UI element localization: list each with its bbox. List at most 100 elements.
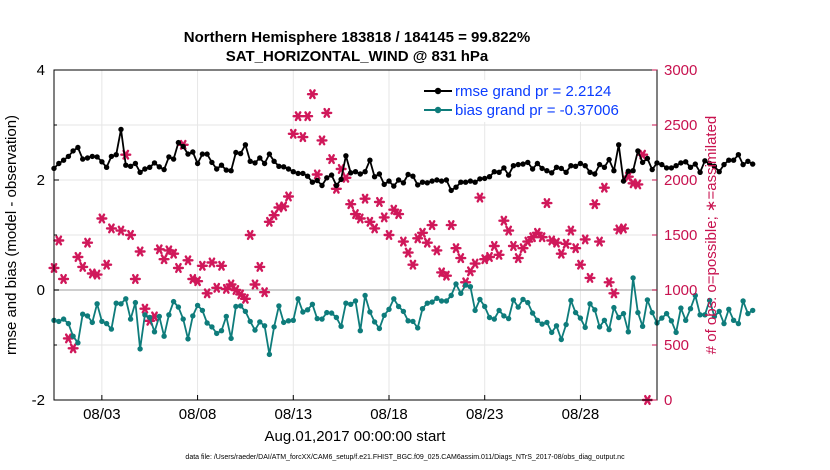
bias-point xyxy=(257,319,263,325)
rmse-point xyxy=(596,161,603,168)
bias-point xyxy=(319,316,325,322)
obs-assimilated-point xyxy=(469,258,481,269)
rmse-point xyxy=(601,164,608,170)
bias-point xyxy=(745,310,751,317)
rmse-point xyxy=(261,160,268,167)
obs-assimilated-point xyxy=(392,209,405,220)
bias-point xyxy=(75,340,81,346)
obs-assimilated-point xyxy=(536,232,548,243)
bias-point xyxy=(362,292,368,299)
rmse-point xyxy=(730,157,737,163)
bias-point xyxy=(395,303,402,310)
bias-point xyxy=(261,323,268,329)
rmse-point xyxy=(295,170,301,177)
rmse-point xyxy=(161,166,167,173)
bias-point xyxy=(467,284,474,290)
bias-point xyxy=(620,310,627,317)
rmse-point xyxy=(587,169,593,175)
bias-point xyxy=(348,301,354,307)
rmse-point xyxy=(400,180,407,186)
rmse-point xyxy=(218,162,225,168)
bias-point xyxy=(309,301,316,307)
bias-point xyxy=(314,315,320,322)
obs-assimilated-series xyxy=(48,89,654,406)
rmse-point xyxy=(80,156,86,162)
obs-assimilated-point xyxy=(579,234,591,245)
rmse-point xyxy=(338,176,344,183)
bias-point xyxy=(170,298,177,305)
obs-assimilated-point xyxy=(412,233,424,244)
rmse-point xyxy=(237,150,244,157)
rmse-point xyxy=(233,149,239,156)
bias-point xyxy=(271,324,277,330)
rmse-point xyxy=(300,170,306,177)
rmse-point xyxy=(568,163,574,169)
bias-point xyxy=(419,306,426,312)
obs-assimilated-point xyxy=(407,259,419,270)
rmse-point xyxy=(223,167,229,173)
obs-assimilated-point xyxy=(191,276,204,287)
rmse-point xyxy=(405,171,411,178)
bias-point xyxy=(381,312,387,318)
bias-point xyxy=(60,316,67,322)
right-tick-label: 500 xyxy=(664,337,689,354)
rmse-point xyxy=(635,148,641,154)
bias-point xyxy=(118,301,124,307)
rmse-point xyxy=(108,153,115,160)
bias-point xyxy=(515,304,521,310)
legend-bias-label: bias grand pr = -0.37006 xyxy=(455,102,619,119)
rmse-point xyxy=(252,160,258,166)
obs-assimilated-point xyxy=(311,169,323,180)
obs-assimilated-point xyxy=(550,237,563,248)
obs-assimilated-point xyxy=(445,220,457,231)
bias-point xyxy=(65,320,72,327)
rmse-point xyxy=(352,169,359,175)
rmse-point xyxy=(180,143,186,150)
bias-point xyxy=(544,319,550,326)
rmse-point xyxy=(94,154,100,160)
rmse-point xyxy=(333,182,340,189)
bias-point xyxy=(108,326,115,332)
rmse-point xyxy=(740,161,746,168)
bias-point xyxy=(458,290,464,296)
rmse-point xyxy=(113,152,119,158)
bias-point xyxy=(400,308,407,315)
left-axis-ticks: -2 0 2 4 xyxy=(32,62,59,409)
rmse-point xyxy=(166,154,172,160)
bias-point xyxy=(582,324,588,331)
rmse-point xyxy=(572,163,579,169)
bias-point xyxy=(180,316,186,322)
obs-assimilated-point xyxy=(474,192,486,203)
right-tick-label: 3000 xyxy=(664,62,697,79)
left-tick-label: 0 xyxy=(37,282,45,299)
obs-assimilated-point xyxy=(153,244,165,255)
bias-point xyxy=(434,295,440,301)
obs-assimilated-point xyxy=(574,259,587,270)
rmse-point xyxy=(482,175,488,182)
obs-assimilated-point xyxy=(397,236,409,247)
rmse-point xyxy=(558,165,564,172)
rmse-point xyxy=(266,151,273,157)
bias-point xyxy=(611,304,617,311)
bias-point xyxy=(644,297,651,303)
rmse-point xyxy=(328,172,335,178)
rmse-point xyxy=(678,160,684,166)
obs-assimilated-point xyxy=(134,246,146,257)
bias-point xyxy=(295,296,301,302)
obs-assimilated-point xyxy=(488,240,500,252)
obs-assimilated-point xyxy=(555,248,567,259)
rmse-point xyxy=(458,179,464,185)
bias-point xyxy=(233,303,239,310)
rmse-point xyxy=(147,164,153,170)
rmse-point xyxy=(127,163,134,169)
rmse-point xyxy=(209,159,215,166)
bias-point xyxy=(276,303,282,309)
bias-point xyxy=(415,325,421,331)
right-tick-label: 1500 xyxy=(664,227,697,244)
bias-point xyxy=(103,320,110,327)
rmse-point xyxy=(630,168,636,174)
obs-assimilated-point xyxy=(359,193,371,204)
rmse-point xyxy=(348,170,354,176)
bias-point xyxy=(424,300,430,306)
rmse-point xyxy=(285,166,292,172)
